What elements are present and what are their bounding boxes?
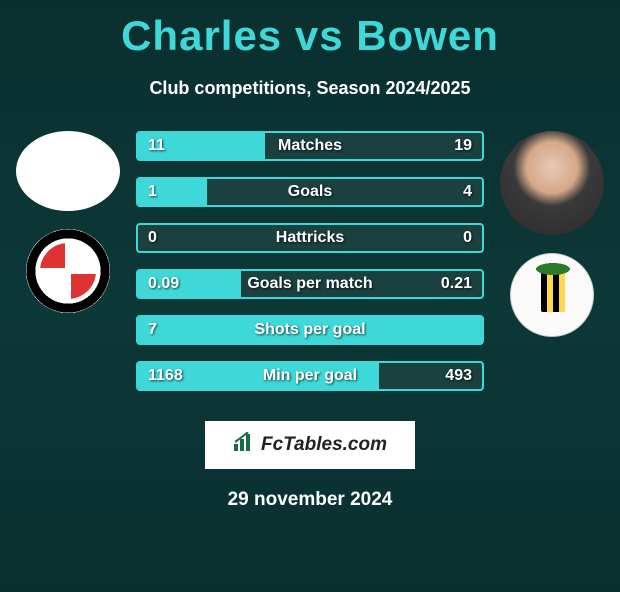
stat-label: Matches — [278, 137, 342, 155]
stat-right-value: 19 — [454, 137, 472, 155]
stat-label: Goals — [288, 183, 332, 201]
stat-left-value: 1168 — [148, 367, 183, 385]
comparison-row: 11 Matches 19 1 Goals 4 0 Hattricks 0 0.09 Goals p… — [0, 131, 620, 407]
player-right-photo — [500, 131, 604, 235]
stat-label: Goals per match — [247, 275, 372, 293]
footer-date: 29 november 2024 — [0, 489, 620, 511]
stat-bar: 11 Matches 19 — [136, 131, 484, 161]
stat-label: Min per goal — [263, 367, 357, 385]
stat-label: Shots per goal — [254, 321, 365, 339]
stat-left-value: 0.09 — [148, 275, 179, 293]
brand-badge[interactable]: FcTables.com — [205, 421, 415, 469]
stat-left-value: 7 — [148, 321, 157, 339]
stats-bars: 11 Matches 19 1 Goals 4 0 Hattricks 0 0.09 Goals p… — [128, 131, 492, 407]
stat-left-value: 11 — [148, 137, 165, 155]
stat-right-value: 0.21 — [441, 275, 472, 293]
right-player-column — [492, 131, 612, 407]
stat-left-value: 1 — [148, 183, 157, 201]
stat-bar: 7 Shots per goal — [136, 315, 484, 345]
stat-bar: 1168 Min per goal 493 — [136, 361, 484, 391]
stat-right-value: 493 — [445, 367, 472, 385]
brand-text: FcTables.com — [261, 434, 387, 456]
page-title: Charles vs Bowen — [0, 12, 620, 60]
stat-left-value: 0 — [148, 229, 157, 247]
stat-right-value: 0 — [463, 229, 472, 247]
player-right-club-logo — [510, 253, 594, 337]
stat-bar: 0.09 Goals per match 0.21 — [136, 269, 484, 299]
player-left-photo — [16, 131, 120, 211]
left-player-column — [8, 131, 128, 407]
stat-bar: 0 Hattricks 0 — [136, 223, 484, 253]
player-left-club-logo — [26, 229, 110, 313]
subtitle: Club competitions, Season 2024/2025 — [0, 78, 620, 99]
stat-right-value: 4 — [463, 183, 472, 201]
chart-icon — [233, 432, 255, 458]
stat-label: Hattricks — [276, 229, 344, 247]
stat-bar: 1 Goals 4 — [136, 177, 484, 207]
